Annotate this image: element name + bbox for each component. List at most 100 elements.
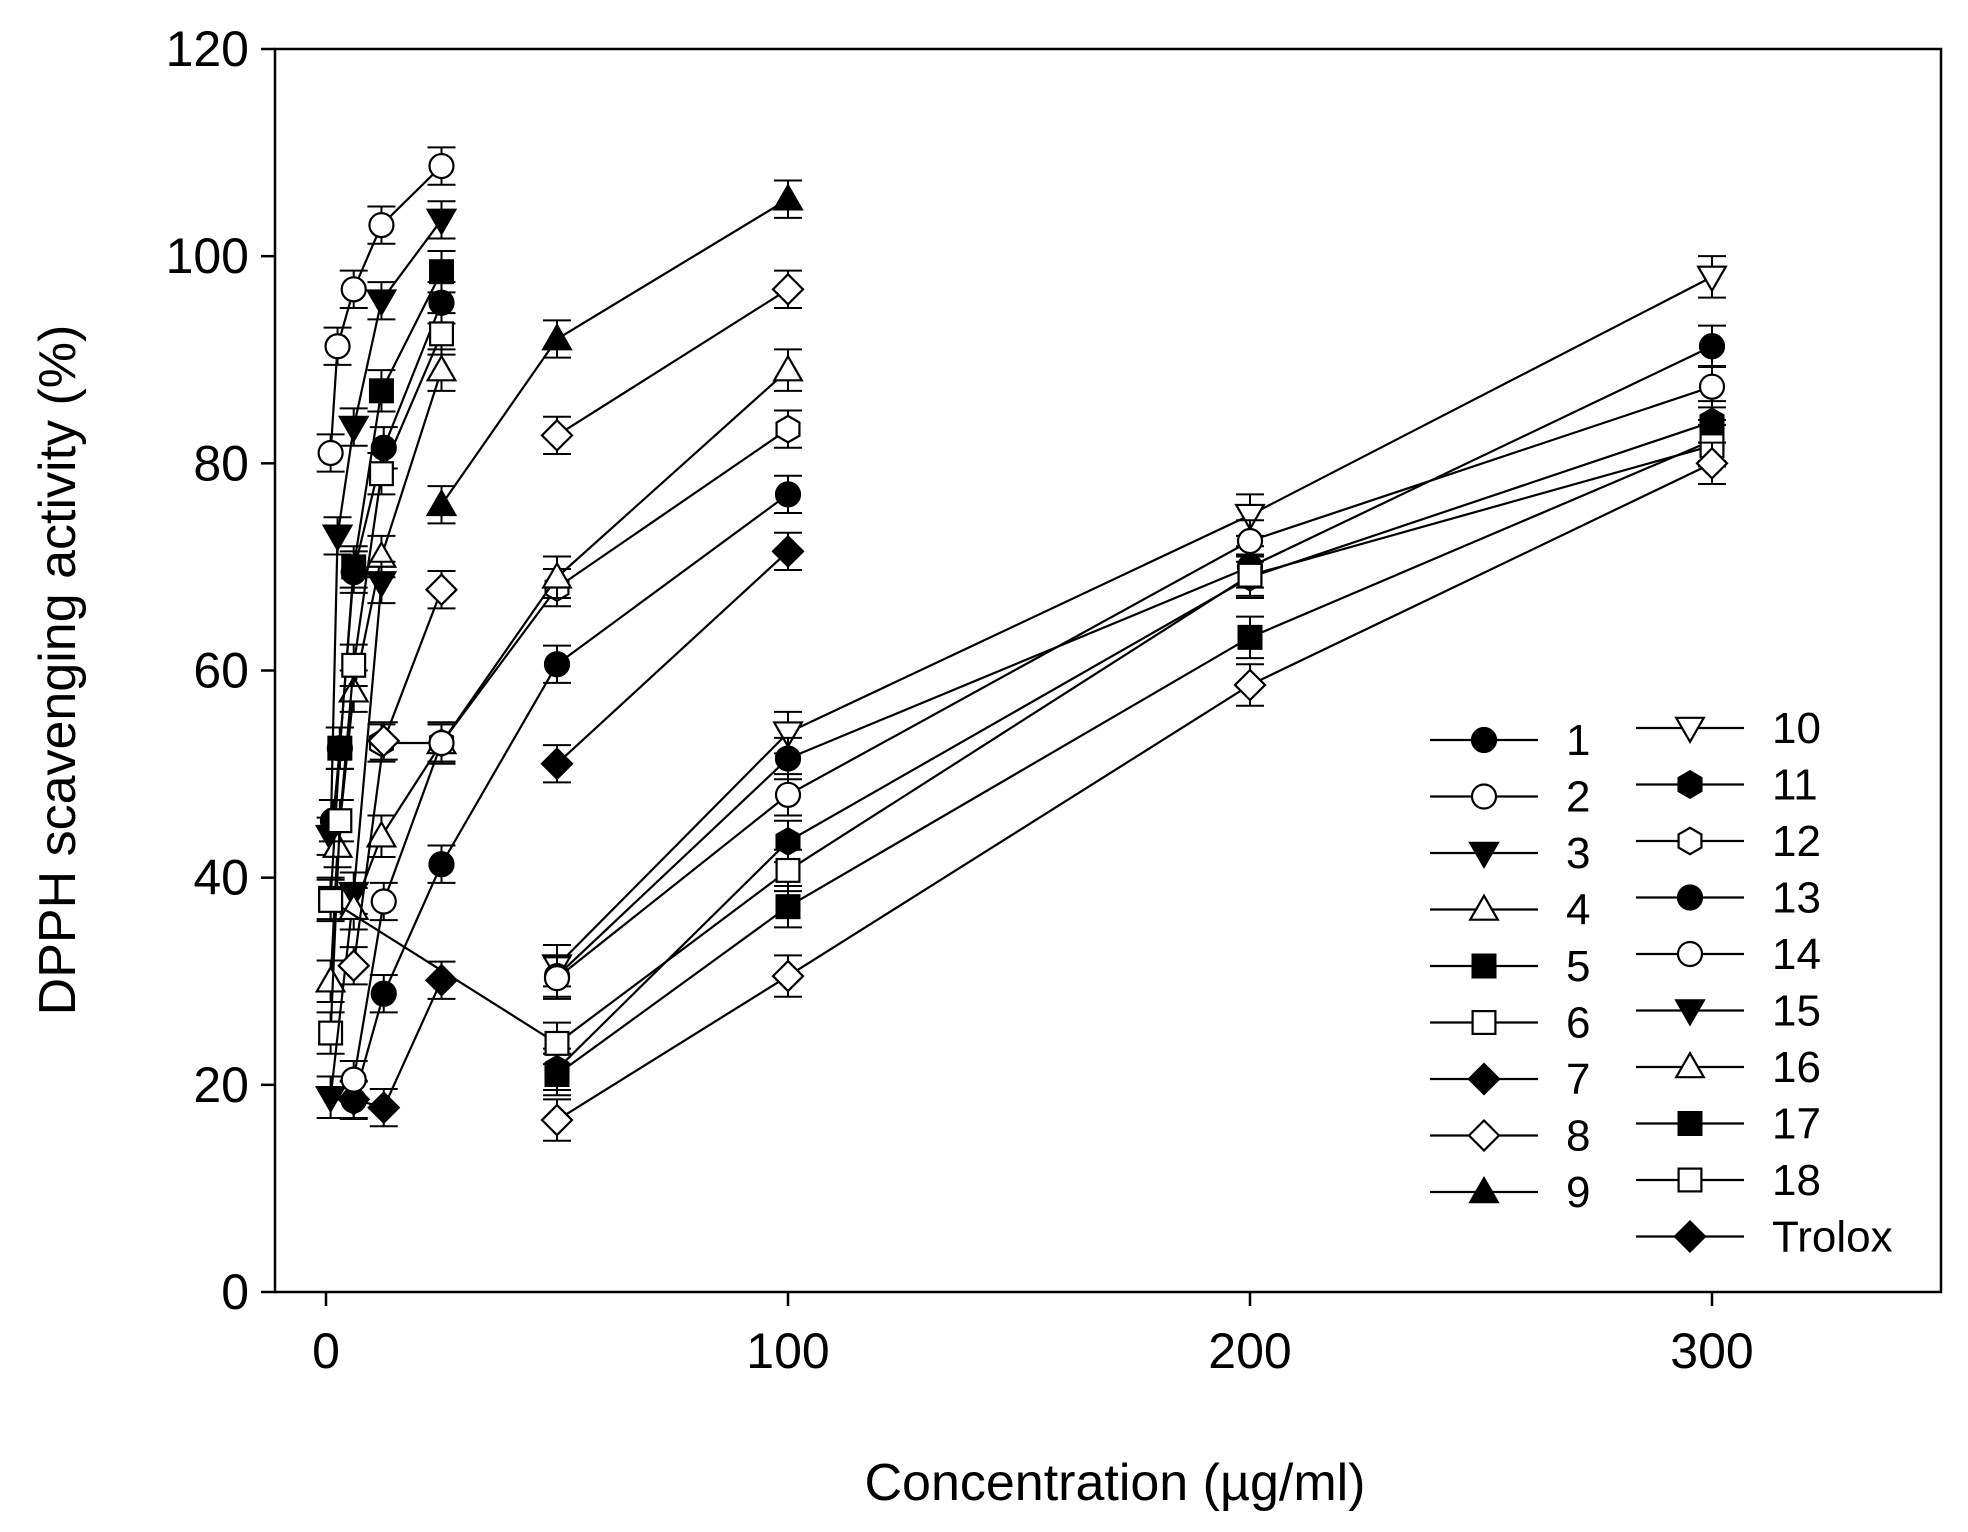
data-point: [775, 414, 801, 444]
data-point: [1696, 265, 1728, 293]
plot-frame: [273, 47, 1943, 1294]
legend-label: 15: [1772, 987, 1821, 1036]
data-point: [1234, 503, 1266, 532]
data-point: [318, 887, 344, 913]
series-13: [543, 324, 1726, 998]
legend-marker: [1674, 716, 1706, 745]
data-point: [367, 1091, 401, 1125]
legend-marker: [1468, 841, 1500, 870]
series-unlabeled-20: [339, 723, 456, 1100]
data-point: [314, 965, 347, 993]
data-point: [771, 272, 805, 306]
series-10: [541, 255, 1728, 988]
data-point: [771, 534, 805, 568]
data-point: [775, 894, 801, 920]
series-7: [540, 531, 805, 784]
legend-label: 13: [1772, 874, 1821, 923]
data-point: [544, 1030, 570, 1056]
legend-item-14: 14: [1636, 930, 1821, 979]
series-line: [381, 428, 789, 745]
data-point: [1237, 562, 1263, 588]
legend-label: 9: [1566, 1168, 1590, 1217]
data-point: [425, 354, 458, 382]
y-tick-label: 0: [221, 1264, 249, 1320]
x-axis-title: Concentration (µg/ml): [864, 1454, 1365, 1512]
data-point: [428, 152, 455, 180]
series-line: [556, 288, 789, 437]
data-point: [425, 208, 458, 236]
legend-label: 6: [1566, 999, 1590, 1048]
x-tick-label: 300: [1670, 1323, 1753, 1379]
legend-item-18: 18: [1636, 1156, 1821, 1205]
legend-marker: [1674, 1050, 1706, 1079]
series-8: [540, 269, 805, 456]
data-point: [774, 745, 802, 772]
legend-item-3: 3: [1430, 829, 1590, 878]
y-tick-label: 40: [193, 850, 249, 906]
legend-marker: [1467, 1062, 1501, 1096]
data-point: [544, 1061, 570, 1087]
data-point: [424, 963, 459, 997]
legend-item-9: 9: [1430, 1168, 1590, 1217]
legend-label: 7: [1566, 1055, 1590, 1104]
data-point: [368, 461, 394, 487]
data-point: [774, 481, 802, 508]
data-point: [541, 561, 573, 589]
x-tick-label: 100: [746, 1323, 829, 1379]
data-point: [337, 949, 371, 983]
series-9: [425, 179, 804, 525]
legend-label: 10: [1772, 704, 1821, 753]
data-point: [1233, 668, 1267, 702]
data-point: [368, 211, 395, 239]
legend-item-11: 11: [1636, 761, 1818, 810]
x-tick-label: 0: [312, 1323, 340, 1379]
legend-label: 3: [1566, 829, 1590, 878]
legend-marker: [1677, 1110, 1703, 1136]
data-point: [324, 333, 351, 360]
series-line: [556, 550, 789, 765]
series-line: [556, 462, 1713, 1121]
series-6: [316, 312, 456, 1055]
data-point: [365, 571, 398, 599]
legend-item-8: 8: [1430, 1112, 1590, 1161]
legend-marker: [1470, 783, 1498, 810]
legend-label: 14: [1772, 930, 1821, 979]
legend-item-13: 13: [1636, 874, 1821, 923]
legend-marker: [1471, 1009, 1497, 1035]
data-point: [424, 573, 459, 607]
data-point: [1695, 446, 1729, 480]
data-point: [543, 965, 571, 992]
legend-label: 4: [1566, 886, 1590, 935]
series-18: [316, 424, 1726, 1066]
data-point: [1237, 624, 1263, 650]
legend-marker: [1468, 893, 1500, 921]
legend-marker: [1674, 999, 1706, 1027]
y-axis-title: DPPH scavenging activity (%): [29, 325, 87, 1016]
data-point: [340, 1066, 367, 1093]
axes: 0 20 40 60 80 100 120 0 100 200 300: [166, 21, 1754, 1379]
legend-item-12: 12: [1636, 817, 1821, 866]
legend-marker: [1467, 1118, 1501, 1153]
data-point: [543, 651, 571, 678]
legend-item-17: 17: [1636, 1100, 1821, 1149]
legend-label: 18: [1772, 1156, 1821, 1205]
legend-label: 16: [1772, 1043, 1821, 1092]
series-line: [556, 439, 1713, 1076]
data-point: [1698, 333, 1726, 360]
legend-item-7: 7: [1430, 1055, 1590, 1104]
series-11: [543, 400, 1726, 1092]
data-point: [774, 781, 802, 808]
legend-label: Trolox: [1772, 1213, 1893, 1262]
data-point: [425, 488, 458, 517]
legend-item-2: 2: [1430, 773, 1590, 822]
legend-label: 5: [1566, 942, 1590, 991]
data-point: [338, 675, 370, 703]
series-line: [556, 275, 1713, 967]
data-point: [1236, 527, 1264, 555]
series-unlabeled-22: [540, 441, 1729, 1142]
data-point: [341, 554, 367, 580]
y-tick-label: 20: [193, 1057, 249, 1113]
data-point: [540, 1103, 574, 1137]
data-point: [540, 418, 574, 452]
